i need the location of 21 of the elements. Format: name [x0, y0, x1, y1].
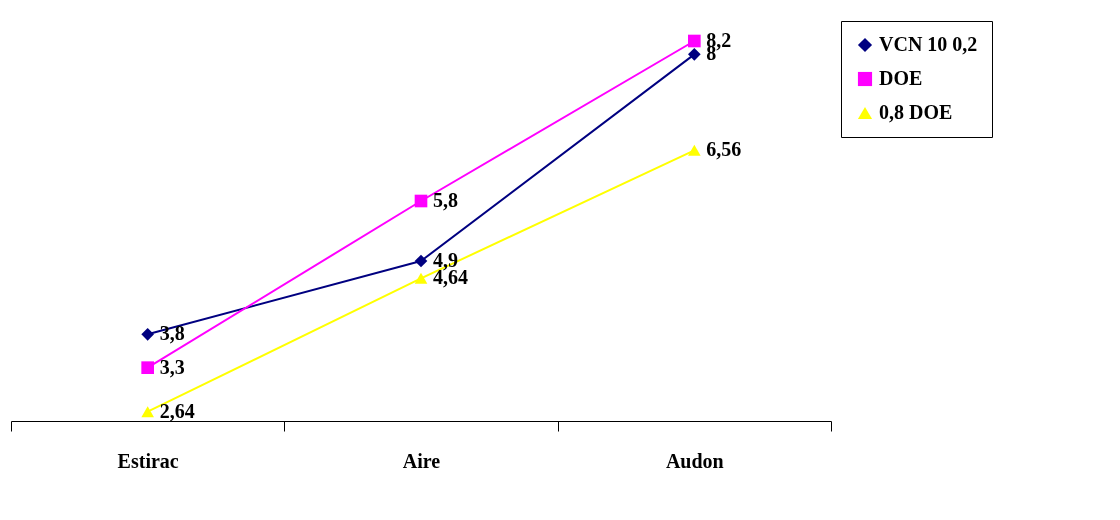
x-tick-label: Estirac — [117, 449, 179, 472]
point — [414, 254, 428, 268]
data-label: 5,8 — [433, 189, 458, 211]
data-label: 2,64 — [159, 399, 195, 422]
legend-label: 0,8 DOE — [879, 101, 953, 123]
point — [414, 272, 428, 284]
point — [688, 48, 701, 61]
point — [141, 361, 154, 374]
point — [688, 34, 701, 48]
legend-label: VCN 10 0,2 — [879, 33, 978, 55]
data-label: 6,56 — [706, 138, 742, 161]
data-label: 4,9 — [433, 249, 458, 271]
point — [141, 328, 154, 341]
x-tick-label: Audon — [665, 449, 724, 472]
point — [414, 194, 428, 208]
legend-label: DOE — [879, 67, 923, 89]
data-label: 3,8 — [159, 322, 185, 345]
x-tick-label: Aire — [402, 449, 441, 472]
point — [141, 406, 154, 418]
point — [688, 144, 701, 156]
data-label: 3,3 — [159, 355, 185, 378]
